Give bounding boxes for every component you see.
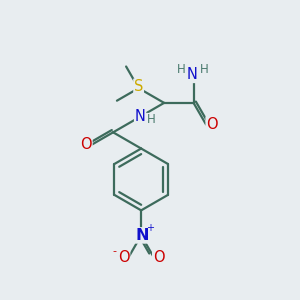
Text: O: O <box>80 137 92 152</box>
Text: O: O <box>153 250 164 265</box>
Text: O: O <box>206 117 218 132</box>
Text: N: N <box>187 68 197 82</box>
Text: N: N <box>136 228 149 243</box>
Text: H: H <box>147 113 155 127</box>
Text: O: O <box>118 250 130 265</box>
Text: N: N <box>135 109 146 124</box>
Text: S: S <box>134 79 143 94</box>
Text: +: + <box>146 223 154 233</box>
Text: H: H <box>200 63 208 76</box>
Text: -: - <box>112 246 116 256</box>
Text: H: H <box>177 63 186 76</box>
